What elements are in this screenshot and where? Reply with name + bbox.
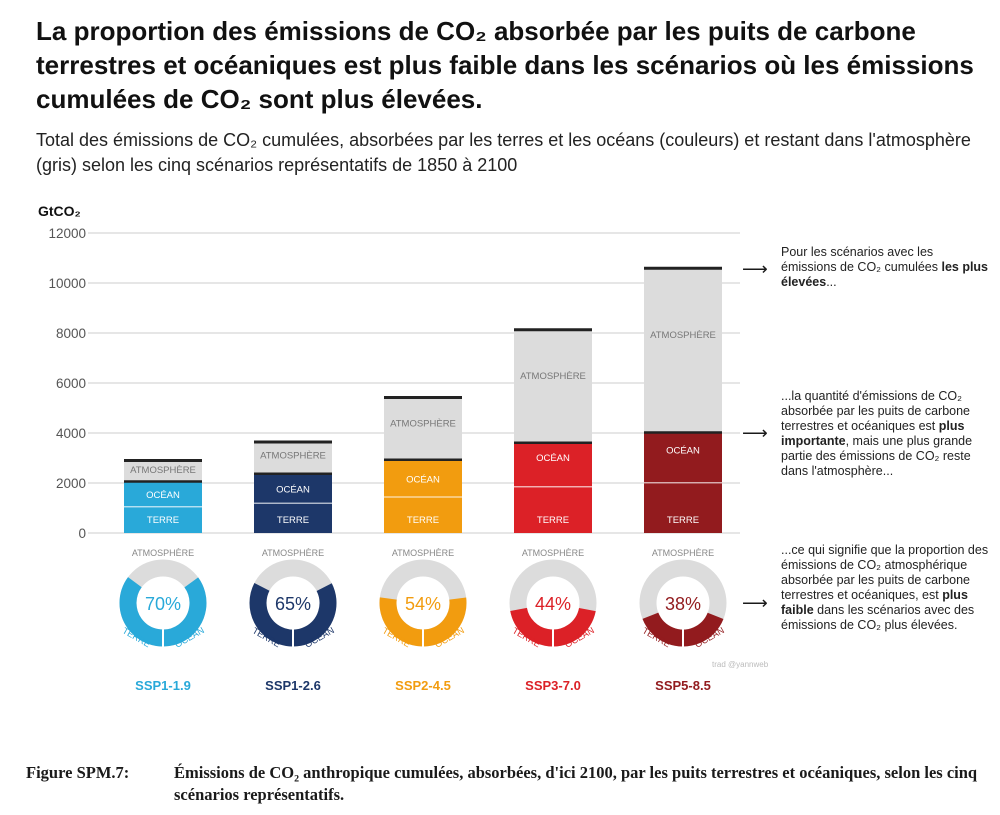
annotation-text: Pour les scénarios avec les émissions de… (781, 245, 942, 274)
y-tick-label: 0 (78, 526, 86, 541)
bar-label-atmosphere: ATMOSPHÈRE (130, 465, 196, 476)
annotation-1: Pour les scénarios avec les émissions de… (781, 245, 991, 290)
bar-land (384, 497, 462, 533)
bar-label-land: TERRE (147, 515, 179, 526)
bar-label-atmosphere: ATMOSPHÈRE (390, 418, 456, 429)
y-tick-label: 2000 (56, 476, 86, 491)
donut-label-atmosphere: ATMOSPHÈRE (652, 548, 714, 558)
bar-ocean (124, 481, 202, 507)
bar-label-atmosphere: ATMOSPHÈRE (520, 371, 586, 382)
annotation-text: , mais une plus grande partie des émissi… (781, 434, 973, 478)
bar-ocean (384, 459, 462, 497)
bar-label-land: TERRE (407, 515, 439, 526)
bar-atmosphere (644, 268, 722, 433)
arrow-icon: ⟶ (742, 423, 768, 443)
donut-sink (249, 559, 337, 647)
bar-atmosphere (254, 442, 332, 474)
annotation-text: plus importante (781, 419, 965, 448)
caption-text: Émissions de CO₂ anthropique cumulées, a… (174, 763, 978, 804)
arrow-icon: ⟶ (742, 259, 768, 279)
annotation-text: les plus élevées (781, 260, 989, 289)
annotation-text: dans les scénarios avec des émissions de… (781, 603, 975, 632)
donut-sink (119, 559, 207, 647)
bar-label-ocean: OCÉAN (536, 453, 570, 464)
annotation-text: ... (826, 275, 837, 289)
bar-land (254, 503, 332, 533)
y-tick-label: 12000 (48, 226, 86, 241)
bar-land (124, 506, 202, 533)
bar-label-land: TERRE (277, 515, 309, 526)
donut-label-atmosphere: ATMOSPHÈRE (522, 548, 584, 558)
bar-land (644, 482, 722, 533)
donut-percent: 54% (405, 594, 441, 614)
y-tick-label: 10000 (48, 276, 86, 291)
donut-percent: 44% (535, 594, 571, 614)
annotation-text: plus faible (781, 588, 968, 617)
y-tick-label: 6000 (56, 376, 86, 391)
caption-label: Figure SPM.7: (26, 763, 130, 782)
annotation-text: ...la quantité d'émissions de CO₂ absorb… (781, 389, 971, 433)
donut-label-atmosphere: ATMOSPHÈRE (132, 548, 194, 558)
donut-label-atmosphere: ATMOSPHÈRE (392, 548, 454, 558)
chart-subtitle: Total des émissions de CO₂ cumulées, abs… (36, 130, 971, 175)
donut-label-atmosphere: ATMOSPHÈRE (262, 548, 324, 558)
bar-label-ocean: OCÉAN (146, 490, 180, 501)
annotation-3: ...ce qui signifie que la proportion des… (781, 543, 991, 633)
bar-label-land: TERRE (667, 515, 699, 526)
x-category-label: SSP5-8.5 (655, 678, 711, 693)
x-category-label: SSP1-2.6 (265, 678, 321, 693)
bar-label-land: TERRE (537, 515, 569, 526)
bar-label-atmosphere: ATMOSPHÈRE (260, 451, 326, 462)
bar-ocean (254, 473, 332, 504)
x-category-label: SSP2-4.5 (395, 678, 451, 693)
donut-sink (509, 559, 597, 647)
x-category-label: SSP1-1.9 (135, 678, 191, 693)
watermark: trad @yannweb (712, 660, 769, 669)
bar-ocean (514, 442, 592, 487)
bar-land (514, 486, 592, 533)
annotation-text: ...ce qui signifie que la proportion des… (781, 543, 989, 602)
chart-title: La proportion des émissions de CO₂ absor… (36, 16, 974, 114)
bar-ocean (644, 432, 722, 483)
y-tick-label: 8000 (56, 326, 86, 341)
donut-percent: 38% (665, 594, 701, 614)
bar-label-ocean: OCÉAN (406, 474, 440, 485)
y-axis-label: GtCO₂ (38, 203, 81, 219)
bar-label-ocean: OCÉAN (276, 485, 310, 496)
arrow-icon: ⟶ (742, 593, 768, 613)
y-tick-label: 4000 (56, 426, 86, 441)
bar-label-ocean: OCÉAN (666, 446, 700, 457)
donut-sink (379, 559, 467, 647)
bar-label-atmosphere: ATMOSPHÈRE (650, 330, 716, 341)
x-category-label: SSP3-7.0 (525, 678, 581, 693)
bar-atmosphere (384, 397, 462, 460)
donut-sink (639, 559, 727, 647)
bar-atmosphere (124, 460, 202, 482)
donut-percent: 70% (145, 594, 181, 614)
bar-atmosphere (514, 329, 592, 443)
annotation-2: ...la quantité d'émissions de CO₂ absorb… (781, 389, 991, 479)
figure-caption: Figure SPM.7: Émissions de CO₂ anthropiq… (26, 762, 986, 806)
donut-percent: 65% (275, 594, 311, 614)
